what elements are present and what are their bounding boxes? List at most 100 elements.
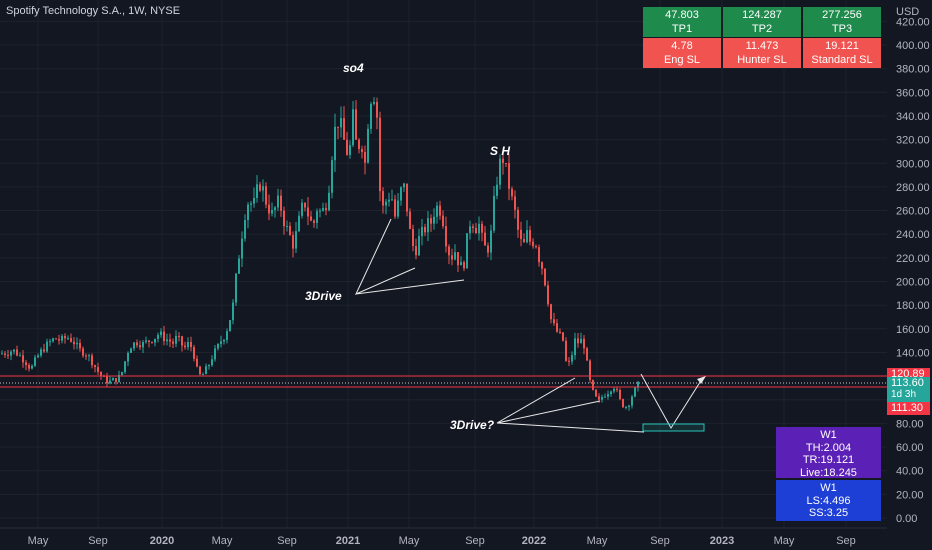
- candle-up: [493, 195, 495, 231]
- candle-up: [526, 230, 528, 243]
- candle-up: [235, 273, 237, 303]
- candle-up: [331, 160, 333, 193]
- x-tick-label: Sep: [88, 535, 108, 547]
- projection-path: [640, 373, 703, 429]
- candle-up: [250, 203, 252, 205]
- candle-up: [166, 339, 168, 342]
- candle-up: [67, 338, 69, 340]
- candle-up: [217, 344, 219, 349]
- candle-up: [13, 349, 15, 352]
- eng-sl-cell: 4.78 Eng SL: [643, 38, 721, 68]
- candle-up: [478, 223, 480, 234]
- candle-down: [259, 184, 261, 191]
- candle-down: [424, 226, 426, 233]
- candle-down: [307, 207, 309, 217]
- x-tick-label: Sep: [836, 535, 856, 547]
- candle-up: [403, 183, 405, 188]
- candle-up: [133, 342, 135, 349]
- candle-down: [622, 399, 624, 408]
- candle-up: [271, 209, 273, 214]
- y-tick-label: 20.00: [896, 489, 924, 501]
- candle-down: [85, 355, 87, 357]
- candle-down: [343, 118, 345, 140]
- tp1-cell: 47.803 TP1: [643, 7, 721, 37]
- candle-down: [364, 152, 366, 163]
- candle-down: [43, 349, 45, 352]
- candle-up: [277, 195, 279, 208]
- candle-up: [436, 205, 438, 217]
- candle-up: [232, 302, 234, 321]
- candle-down: [16, 349, 18, 356]
- candle-down: [409, 211, 411, 229]
- candle-up: [19, 355, 21, 357]
- eng-sl-value: 4.78: [671, 40, 693, 52]
- candle-down: [583, 338, 585, 349]
- candle-up: [175, 335, 177, 344]
- candle-down: [451, 255, 453, 260]
- candle-up: [574, 338, 576, 356]
- candle-down: [25, 362, 27, 366]
- candle-down: [577, 338, 579, 344]
- candle-down: [169, 339, 171, 342]
- candle-down: [547, 285, 549, 305]
- candle-up: [340, 118, 342, 128]
- stats2-line-1: W1: [820, 482, 837, 494]
- candle-down: [325, 208, 327, 211]
- candle-up: [247, 204, 249, 221]
- candlestick-series: [1, 97, 639, 411]
- candle-down: [406, 183, 408, 212]
- candle-up: [127, 352, 129, 362]
- candle-up: [124, 361, 126, 373]
- candle-down: [535, 246, 537, 248]
- candle-up: [601, 396, 603, 400]
- candle-down: [196, 358, 198, 367]
- candle-down: [82, 348, 84, 356]
- candle-down: [544, 268, 546, 286]
- x-tick-label: May: [28, 535, 49, 547]
- candle-up: [490, 230, 492, 253]
- candle-down: [553, 319, 555, 324]
- candle-up: [454, 252, 456, 260]
- candle-down: [481, 223, 483, 233]
- y-tick-label: 260.00: [896, 206, 930, 218]
- x-tick-label: May: [399, 535, 420, 547]
- candle-down: [505, 163, 507, 165]
- candle-up: [427, 218, 429, 233]
- x-tick-label: May: [774, 535, 795, 547]
- candle-up: [88, 355, 90, 357]
- candle-up: [187, 341, 189, 348]
- stats-line-3: TR:19.121: [802, 454, 855, 466]
- stats-box-blue: W1 LS:4.496 SS:3.25: [776, 480, 881, 521]
- candle-down: [163, 331, 165, 342]
- stats-box-purple: W1 TH:2.004 TR:19.121 Live:18.245: [776, 427, 881, 479]
- candle-down: [619, 389, 621, 400]
- hunter-sl-cell: 11.473 Hunter SL: [723, 38, 801, 68]
- candle-down: [358, 139, 360, 150]
- candle-up: [238, 258, 240, 274]
- standard-sl-value: 19.121: [825, 40, 859, 52]
- hunter-sl-label: Hunter SL: [737, 54, 787, 66]
- candle-up: [205, 366, 207, 375]
- tp3-cell: 277.256 TP3: [803, 7, 881, 37]
- candle-up: [256, 184, 258, 198]
- candle-up: [262, 186, 264, 191]
- tp3-label: TP3: [831, 23, 853, 35]
- candle-up: [628, 405, 630, 407]
- candle-up: [52, 338, 54, 342]
- x-tick-label: May: [212, 535, 233, 547]
- candle-down: [4, 353, 6, 355]
- y-tick-label: 240.00: [896, 229, 930, 241]
- tp3-value: 277.256: [822, 9, 862, 21]
- candle-down: [70, 338, 72, 342]
- y-tick-label: 380.00: [896, 64, 930, 76]
- candle-up: [328, 192, 330, 211]
- candle-down: [292, 235, 294, 249]
- candle-down: [445, 226, 447, 247]
- candle-up: [121, 372, 123, 375]
- candle-up: [580, 338, 582, 344]
- candle-down: [586, 348, 588, 361]
- candle-up: [112, 378, 114, 381]
- tp1-label: TP1: [671, 23, 693, 35]
- y-tick-label: 340.00: [896, 111, 930, 123]
